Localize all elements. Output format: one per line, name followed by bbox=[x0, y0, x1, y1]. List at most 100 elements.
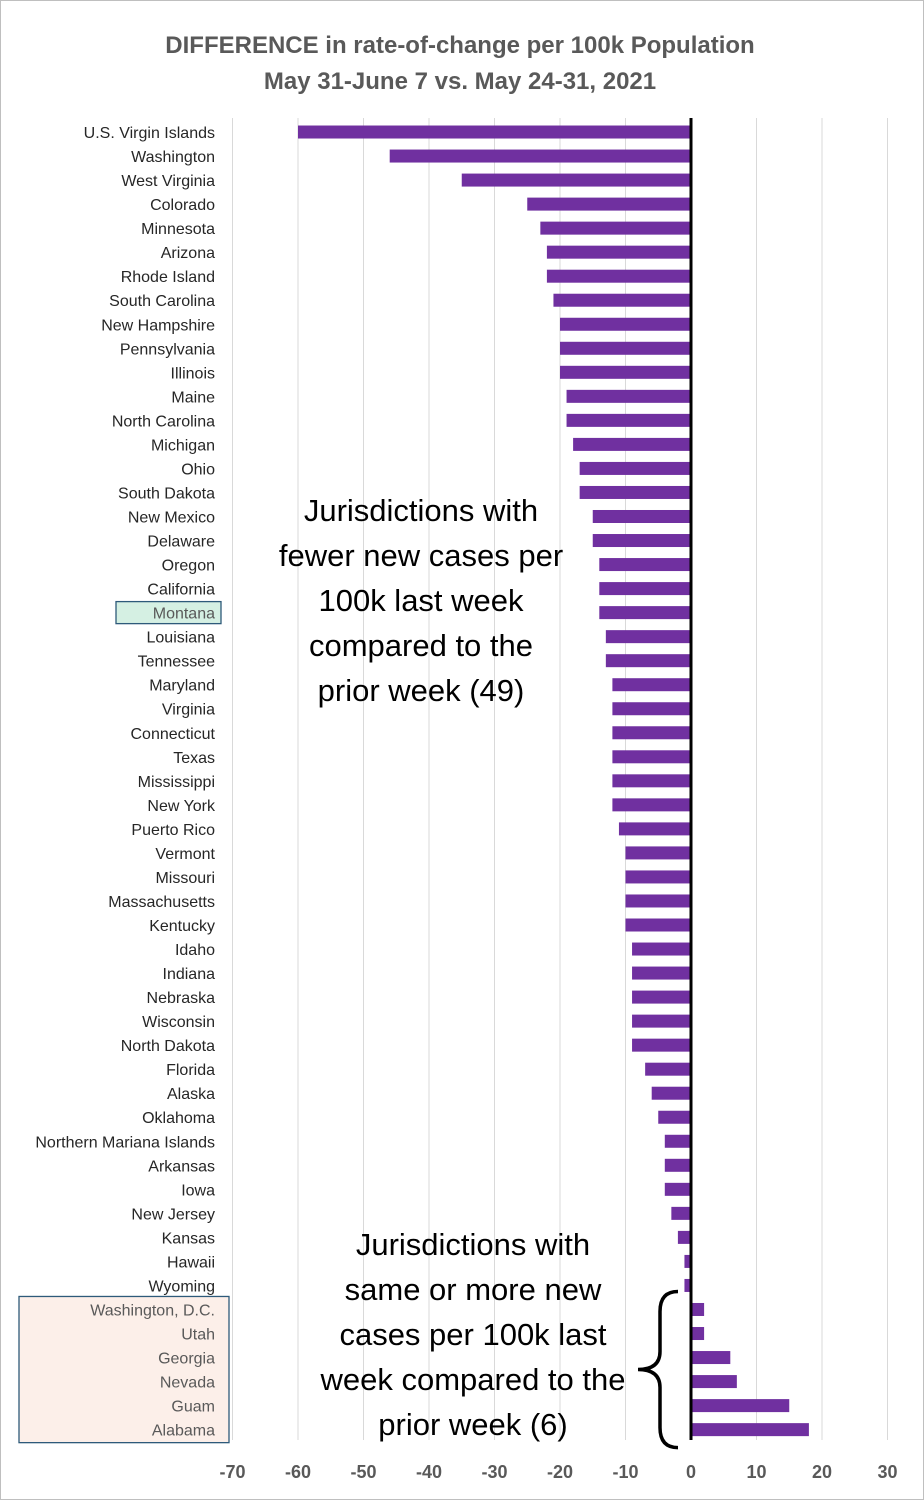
bar-new-mexico bbox=[592, 509, 691, 523]
bar-north-carolina bbox=[566, 413, 691, 427]
category-label-u-s-virgin-islands: U.S. Virgin Islands bbox=[84, 125, 215, 142]
x-tick-label-neg30: -30 bbox=[481, 1462, 507, 1482]
category-label-guam: Guam bbox=[171, 1399, 215, 1416]
bar-alaska bbox=[651, 1086, 691, 1100]
category-label-montana: Montana bbox=[153, 606, 215, 623]
x-tick-label-neg50: -50 bbox=[350, 1462, 376, 1482]
bar-delaware bbox=[592, 534, 691, 548]
annotation-fewer-cases: Jurisdictions with fewer new cases per 1… bbox=[278, 493, 564, 708]
category-label-vermont: Vermont bbox=[155, 846, 215, 863]
category-label-ohio: Ohio bbox=[181, 461, 215, 478]
category-label-south-dakota: South Dakota bbox=[118, 485, 215, 502]
bar-california bbox=[599, 582, 691, 596]
x-tick-label-30: 30 bbox=[877, 1462, 897, 1482]
category-label-connecticut: Connecticut bbox=[131, 726, 216, 743]
x-tick-label-neg60: -60 bbox=[285, 1462, 311, 1482]
bar-colorado bbox=[527, 197, 691, 211]
bar-north-dakota bbox=[632, 1038, 691, 1052]
bar-south-carolina bbox=[553, 293, 691, 307]
bar-washington-d-c bbox=[691, 1302, 705, 1316]
bar-mississippi bbox=[612, 774, 691, 788]
bar-pennsylvania bbox=[560, 341, 691, 355]
chart-title-line2: May 31-June 7 vs. May 24-31, 2021 bbox=[263, 68, 657, 95]
category-label-colorado: Colorado bbox=[150, 197, 215, 214]
x-tick-label-neg70: -70 bbox=[219, 1462, 245, 1482]
category-label-maine: Maine bbox=[171, 389, 215, 406]
category-label-missouri: Missouri bbox=[155, 870, 215, 887]
category-label-minnesota: Minnesota bbox=[141, 221, 215, 238]
bar-kentucky bbox=[625, 918, 691, 932]
x-tick-label-neg40: -40 bbox=[416, 1462, 442, 1482]
chart-title-line1: DIFFERENCE in rate-of-change per 100k Po… bbox=[165, 32, 755, 59]
x-tick-label-neg20: -20 bbox=[547, 1462, 573, 1482]
bar-utah bbox=[691, 1327, 705, 1341]
category-label-delaware: Delaware bbox=[147, 534, 215, 551]
bar-tennessee bbox=[605, 654, 691, 668]
category-label-south-carolina: South Carolina bbox=[109, 293, 215, 310]
category-label-louisiana: Louisiana bbox=[147, 630, 216, 647]
bar-wisconsin bbox=[632, 1014, 691, 1028]
bar-florida bbox=[645, 1062, 691, 1076]
category-label-washington-d-c: Washington, D.C. bbox=[90, 1302, 215, 1319]
bar-indiana bbox=[632, 966, 691, 980]
category-label-nevada: Nevada bbox=[160, 1375, 215, 1392]
bar-vermont bbox=[625, 846, 691, 860]
category-label-tennessee: Tennessee bbox=[138, 654, 215, 671]
category-label-california: California bbox=[147, 582, 215, 599]
category-label-north-carolina: North Carolina bbox=[112, 413, 215, 430]
category-label-alabama: Alabama bbox=[152, 1423, 215, 1440]
category-label-north-dakota: North Dakota bbox=[121, 1038, 215, 1055]
bar-iowa bbox=[664, 1182, 691, 1196]
category-label-utah: Utah bbox=[181, 1327, 215, 1344]
bar-oregon bbox=[599, 558, 691, 572]
category-label-maryland: Maryland bbox=[149, 678, 215, 695]
category-label-idaho: Idaho bbox=[175, 942, 215, 959]
bar-new-york bbox=[612, 798, 691, 812]
category-label-kansas: Kansas bbox=[162, 1230, 215, 1247]
bar-arizona bbox=[546, 245, 691, 259]
category-label-arkansas: Arkansas bbox=[148, 1158, 215, 1175]
category-label-indiana: Indiana bbox=[163, 966, 216, 983]
bar-virginia bbox=[612, 702, 691, 716]
bar-northern-mariana-islands bbox=[664, 1134, 691, 1148]
category-label-virginia: Virginia bbox=[162, 702, 215, 719]
category-label-oregon: Oregon bbox=[162, 558, 215, 575]
category-label-puerto-rico: Puerto Rico bbox=[131, 822, 215, 839]
category-label-illinois: Illinois bbox=[171, 365, 215, 382]
x-tick-label-10: 10 bbox=[746, 1462, 766, 1482]
category-label-massachusetts: Massachusetts bbox=[108, 894, 215, 911]
category-label-new-mexico: New Mexico bbox=[128, 509, 215, 526]
bar-wyoming bbox=[684, 1278, 691, 1292]
bar-massachusetts bbox=[625, 894, 691, 908]
x-tick-label-neg10: -10 bbox=[612, 1462, 638, 1482]
bar-maine bbox=[566, 389, 691, 403]
category-label-georgia: Georgia bbox=[158, 1351, 215, 1368]
category-label-washington: Washington bbox=[131, 149, 215, 166]
bar-maryland bbox=[612, 678, 691, 692]
bar-washington bbox=[389, 149, 691, 163]
category-label-texas: Texas bbox=[173, 750, 215, 767]
bar-guam bbox=[691, 1399, 790, 1413]
category-label-arizona: Arizona bbox=[161, 245, 215, 262]
category-label-mississippi: Mississippi bbox=[138, 774, 215, 791]
category-label-new-jersey: New Jersey bbox=[131, 1206, 215, 1223]
bar-minnesota bbox=[540, 221, 691, 235]
bar-south-dakota bbox=[579, 485, 691, 499]
bar-nebraska bbox=[632, 990, 691, 1004]
category-label-hawaii: Hawaii bbox=[167, 1254, 215, 1271]
bar-oklahoma bbox=[658, 1110, 691, 1124]
category-label-kentucky: Kentucky bbox=[149, 918, 215, 935]
bar-new-jersey bbox=[671, 1206, 691, 1220]
bar-illinois bbox=[560, 365, 691, 379]
category-label-florida: Florida bbox=[166, 1062, 215, 1079]
bar-texas bbox=[612, 750, 691, 764]
category-label-oklahoma: Oklahoma bbox=[142, 1110, 215, 1127]
category-label-alaska: Alaska bbox=[167, 1086, 215, 1103]
bar-idaho bbox=[632, 942, 691, 956]
category-label-pennsylvania: Pennsylvania bbox=[120, 341, 215, 358]
category-label-nebraska: Nebraska bbox=[147, 990, 216, 1007]
bar-u-s-virgin-islands bbox=[298, 125, 691, 139]
category-label-west-virginia: West Virginia bbox=[121, 173, 215, 190]
category-label-rhode-island: Rhode Island bbox=[121, 269, 215, 286]
